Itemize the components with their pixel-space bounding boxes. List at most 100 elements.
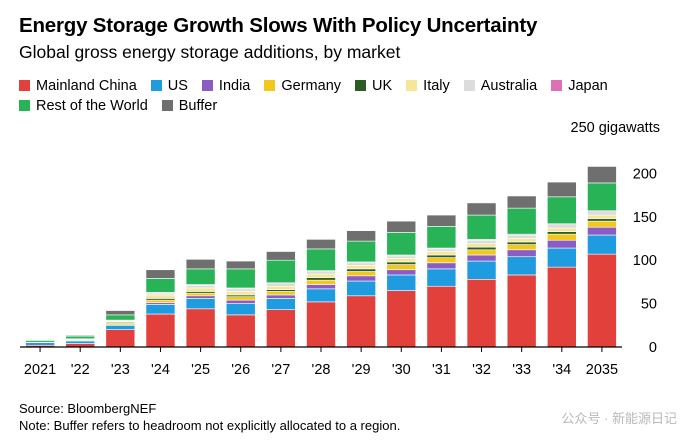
y-axis-unit-label: 250 gigawatts — [570, 120, 660, 136]
bar-segment-italy-2035 — [587, 214, 617, 219]
bar-segment-australia-27 — [266, 283, 296, 287]
bar-segment-buffer-34 — [546, 181, 577, 198]
legend-swatch-india — [201, 80, 213, 91]
bar-segment-germany-2035 — [587, 220, 617, 228]
bar-segment-australia-28 — [306, 271, 336, 275]
x-tick-label-22: '22 — [71, 362, 90, 378]
bar-segment-italy-24 — [145, 294, 176, 299]
bar-segment-india-28 — [306, 284, 336, 290]
bar-segment-india-31 — [426, 262, 457, 270]
bar-segment-germany-30 — [386, 264, 417, 271]
bar-segment-uk-29 — [346, 268, 376, 272]
bar-segment-india-30 — [386, 269, 417, 276]
legend-row-1: Mainland China US India Germany UK Italy Austr… — [19, 76, 659, 95]
chart-title: Energy Storage Growth Slows With Policy … — [19, 14, 538, 37]
legend-swatch-us — [150, 80, 162, 91]
bar-segment-rest-of-the-world-26 — [225, 268, 256, 289]
bar-segment-italy-32 — [466, 243, 497, 248]
bar-segment-uk-32 — [466, 246, 497, 251]
source-note: Source: BloombergNEF — [19, 401, 157, 416]
legend-label-india: India — [218, 77, 251, 94]
legend-swatch-rest-of-the-world — [19, 100, 30, 111]
bar-segment-italy-28 — [306, 273, 336, 278]
bar-segment-italy-26 — [225, 291, 256, 296]
bar-segment-us-25 — [185, 298, 216, 310]
bar-segment-italy-25 — [185, 287, 216, 292]
bar-segment-rest-of-the-world-28 — [306, 248, 336, 271]
bar-segment-rest-of-the-world-25 — [185, 268, 216, 285]
bar-segment-buffer-2035 — [587, 166, 617, 184]
x-tick-label-24: '24 — [151, 362, 170, 378]
bar-segment-buffer-28 — [306, 239, 336, 250]
bar-segment-mainland-china-27 — [266, 309, 296, 348]
bar-segment-australia-29 — [346, 262, 376, 266]
x-tick-label-32: '32 — [472, 362, 491, 378]
bar-segment-buffer-31 — [426, 214, 457, 227]
bar-segment-germany-27 — [266, 291, 296, 296]
legend-swatch-mainland-china — [19, 80, 30, 91]
legend-item-germany: Germany — [264, 78, 341, 94]
bar-segment-buffer-27 — [266, 251, 296, 261]
y-tick-label-100: 100 — [633, 253, 657, 269]
bar-segment-us-26 — [225, 303, 256, 316]
bar-segment-rest-of-the-world-2035 — [587, 182, 617, 212]
bar-segment-us-29 — [346, 280, 376, 297]
legend-item-buffer: Buffer — [161, 97, 218, 114]
legend-swatch-germany — [264, 80, 276, 91]
bar-segment-germany-31 — [426, 257, 457, 264]
bar-segment-australia-32 — [466, 239, 497, 245]
bar-segment-australia-30 — [386, 255, 417, 259]
x-tick-label-28: '28 — [312, 362, 331, 378]
y-tick-label-50: 50 — [641, 297, 657, 313]
legend-item-india: India — [201, 77, 251, 94]
bar-segment-rest-of-the-world-34 — [546, 196, 577, 225]
bar-segment-germany-32 — [466, 249, 497, 256]
bar-segment-uk-28 — [306, 277, 336, 281]
bar-segment-india-2035 — [587, 226, 617, 236]
bar-segment-mainland-china-32 — [466, 278, 497, 348]
bar-segment-us-2035 — [587, 234, 617, 255]
legend-item-us: US — [150, 78, 188, 94]
bar-segment-italy-27 — [266, 285, 296, 291]
bar-segment-us-2021 — [25, 342, 55, 346]
legend-label-australia: Australia — [480, 77, 538, 94]
legend-label-rest-of-the-world: Rest of the World — [36, 97, 148, 114]
bar-segment-mainland-china-34 — [546, 266, 577, 348]
bar-segment-mainland-china-23 — [105, 329, 136, 348]
bar-segment-mainland-china-33 — [506, 274, 537, 348]
legend-item-uk: UK — [355, 78, 392, 94]
bar-segment-rest-of-the-world-30 — [386, 232, 417, 256]
bar-segment-rest-of-the-world-23 — [105, 314, 136, 321]
bar-segment-us-22 — [65, 340, 95, 344]
bar-segment-buffer-30 — [386, 220, 417, 233]
bar-segment-germany-33 — [506, 244, 537, 251]
bar-segment-australia-31 — [426, 248, 457, 252]
bar-segment-buffer-25 — [185, 259, 216, 270]
legend-swatch-uk — [355, 80, 367, 91]
bar-segment-india-33 — [506, 249, 537, 258]
bar-segment-italy-33 — [506, 238, 537, 243]
footnote: Note: Buffer refers to headroom not expl… — [19, 418, 401, 433]
bar-segment-rest-of-the-world-33 — [506, 207, 537, 235]
bar-segment-us-23 — [105, 324, 136, 330]
bar-segment-germany-26 — [225, 296, 256, 301]
bar-segment-mainland-china-24 — [145, 313, 176, 348]
bar-segment-india-27 — [266, 294, 296, 299]
y-tick-label-0: 0 — [649, 340, 657, 356]
legend: Mainland China US India Germany UK Italy Austr… — [19, 76, 659, 116]
x-tick-label-29: '29 — [352, 362, 371, 378]
bar-segment-india-26 — [225, 299, 256, 304]
x-tick-label-2021: 2021 — [24, 362, 56, 378]
legend-item-mainland-china: Mainland China — [19, 78, 137, 94]
bar-segment-rest-of-the-world-31 — [426, 226, 457, 249]
bar-segment-buffer-22 — [65, 334, 95, 337]
bar-segment-buffer-23 — [105, 310, 136, 316]
legend-label-germany: Germany — [281, 77, 342, 94]
legend-label-buffer: Buffer — [178, 97, 218, 114]
bar-segment-us-32 — [466, 260, 497, 280]
bar-segment-us-24 — [145, 304, 176, 315]
bar-segment-australia-33 — [506, 234, 537, 239]
bar-segment-buffer-33 — [506, 195, 537, 209]
bar-segment-india-32 — [466, 254, 497, 262]
